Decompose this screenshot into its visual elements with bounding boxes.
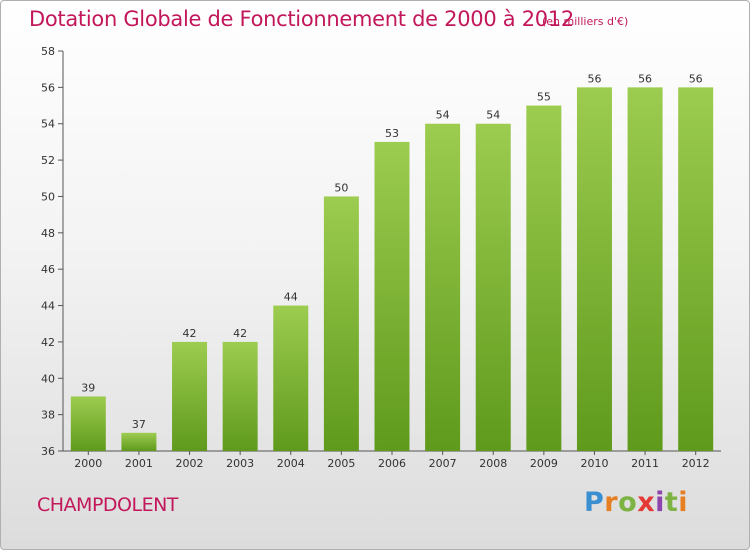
- bar-value-label: 56: [587, 72, 601, 85]
- x-tick-label: 2010: [580, 457, 608, 470]
- bar: [172, 341, 208, 451]
- bar: [475, 123, 511, 452]
- bar-value-label: 50: [334, 181, 348, 194]
- y-tick-label: 50: [41, 190, 55, 203]
- y-tick-label: 46: [41, 263, 55, 276]
- x-tick-label: 2002: [176, 457, 204, 470]
- bar-value-label: 37: [132, 418, 146, 431]
- bar: [374, 141, 410, 451]
- y-tick-label: 40: [41, 372, 55, 385]
- bar-value-label: 56: [638, 72, 652, 85]
- bar: [222, 341, 258, 451]
- chart-title: Dotation Globale de Fonctionnement de 20…: [29, 7, 574, 31]
- bar: [323, 196, 359, 451]
- bar-value-label: 53: [385, 127, 399, 140]
- bar: [627, 87, 663, 451]
- bar: [576, 87, 612, 451]
- bar: [425, 123, 461, 452]
- x-tick-label: 2001: [125, 457, 153, 470]
- bar: [273, 305, 309, 451]
- chart-subtitle: (en milliers d'€): [542, 15, 629, 28]
- y-tick-label: 38: [41, 409, 55, 422]
- bar-value-label: 54: [486, 109, 500, 122]
- y-tick-label: 42: [41, 336, 55, 349]
- y-tick-label: 56: [41, 81, 55, 94]
- x-tick-label: 2007: [429, 457, 457, 470]
- bar-value-label: 55: [537, 91, 551, 104]
- commune-name: CHAMPDOLENT: [37, 494, 178, 516]
- bar-value-label: 56: [689, 72, 703, 85]
- x-tick-label: 2011: [631, 457, 659, 470]
- y-tick-label: 52: [41, 154, 55, 167]
- y-tick-label: 54: [41, 118, 55, 131]
- bar-value-label: 42: [233, 327, 247, 340]
- bar-value-label: 44: [284, 291, 298, 304]
- x-tick-label: 2009: [530, 457, 558, 470]
- x-tick-label: 2003: [226, 457, 254, 470]
- bar-value-label: 42: [183, 327, 197, 340]
- y-tick-label: 44: [41, 300, 55, 313]
- y-tick-label: 36: [41, 445, 55, 458]
- bar: [121, 432, 157, 451]
- y-tick-label: 58: [41, 45, 55, 58]
- proxiti-logo[interactable]: Proxiti: [584, 487, 689, 518]
- bar: [526, 105, 562, 451]
- bar: [70, 396, 106, 451]
- bar-value-label: 54: [436, 109, 450, 122]
- x-tick-label: 2008: [479, 457, 507, 470]
- bar-value-label: 39: [81, 381, 95, 394]
- x-tick-label: 2000: [74, 457, 102, 470]
- bar: [678, 87, 714, 451]
- x-tick-label: 2012: [682, 457, 710, 470]
- y-tick-label: 48: [41, 227, 55, 240]
- x-tick-label: 2005: [327, 457, 355, 470]
- x-tick-label: 2004: [277, 457, 305, 470]
- x-tick-label: 2006: [378, 457, 406, 470]
